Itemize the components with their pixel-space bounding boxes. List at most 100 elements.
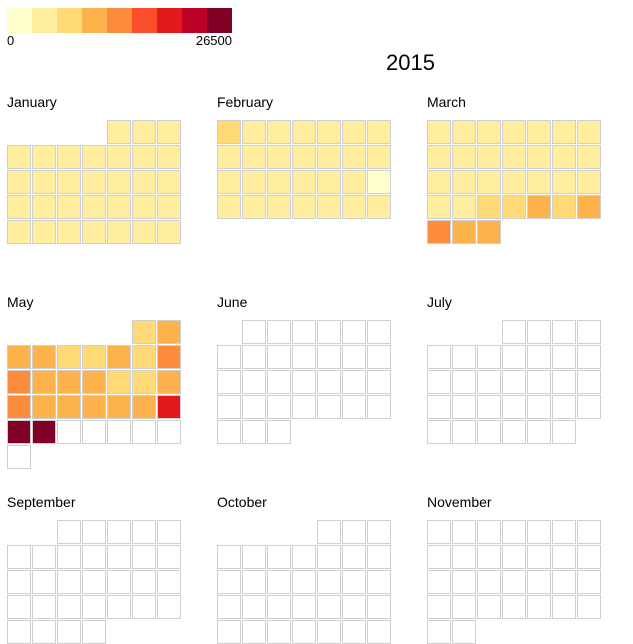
day-cell[interactable]: [552, 420, 576, 444]
day-cell[interactable]: [157, 195, 181, 219]
day-cell[interactable]: [577, 595, 601, 619]
day-cell[interactable]: [552, 395, 576, 419]
day-cell[interactable]: [292, 570, 316, 594]
day-cell[interactable]: [427, 195, 451, 219]
day-cell[interactable]: [502, 420, 526, 444]
day-cell[interactable]: [452, 120, 476, 144]
day-cell[interactable]: [452, 620, 476, 644]
day-cell[interactable]: [292, 620, 316, 644]
day-cell[interactable]: [317, 320, 341, 344]
day-cell[interactable]: [452, 345, 476, 369]
day-cell[interactable]: [502, 170, 526, 194]
day-cell[interactable]: [107, 345, 131, 369]
day-cell[interactable]: [107, 545, 131, 569]
day-cell[interactable]: [292, 320, 316, 344]
day-cell[interactable]: [317, 595, 341, 619]
day-cell[interactable]: [317, 145, 341, 169]
day-cell[interactable]: [157, 170, 181, 194]
day-cell[interactable]: [577, 345, 601, 369]
day-cell[interactable]: [292, 195, 316, 219]
day-cell[interactable]: [217, 195, 241, 219]
day-cell[interactable]: [217, 420, 241, 444]
day-cell[interactable]: [577, 545, 601, 569]
day-cell[interactable]: [267, 145, 291, 169]
day-cell[interactable]: [552, 195, 576, 219]
day-cell[interactable]: [577, 195, 601, 219]
day-cell[interactable]: [342, 320, 366, 344]
day-cell[interactable]: [577, 570, 601, 594]
day-cell[interactable]: [502, 370, 526, 394]
day-cell[interactable]: [242, 545, 266, 569]
day-cell[interactable]: [317, 345, 341, 369]
day-cell[interactable]: [342, 395, 366, 419]
day-cell[interactable]: [57, 520, 81, 544]
day-cell[interactable]: [217, 145, 241, 169]
day-cell[interactable]: [82, 220, 106, 244]
day-cell[interactable]: [107, 595, 131, 619]
day-cell[interactable]: [342, 145, 366, 169]
day-cell[interactable]: [342, 545, 366, 569]
day-cell[interactable]: [317, 620, 341, 644]
day-cell[interactable]: [267, 595, 291, 619]
day-cell[interactable]: [107, 420, 131, 444]
day-cell[interactable]: [502, 570, 526, 594]
day-cell[interactable]: [157, 320, 181, 344]
day-cell[interactable]: [427, 345, 451, 369]
day-cell[interactable]: [7, 195, 31, 219]
day-cell[interactable]: [502, 320, 526, 344]
day-cell[interactable]: [367, 120, 391, 144]
day-cell[interactable]: [57, 145, 81, 169]
day-cell[interactable]: [427, 220, 451, 244]
day-cell[interactable]: [527, 420, 551, 444]
day-cell[interactable]: [292, 120, 316, 144]
day-cell[interactable]: [292, 145, 316, 169]
day-cell[interactable]: [267, 120, 291, 144]
day-cell[interactable]: [82, 420, 106, 444]
day-cell[interactable]: [267, 170, 291, 194]
day-cell[interactable]: [452, 520, 476, 544]
day-cell[interactable]: [132, 395, 156, 419]
day-cell[interactable]: [427, 145, 451, 169]
day-cell[interactable]: [452, 370, 476, 394]
day-cell[interactable]: [367, 195, 391, 219]
day-cell[interactable]: [427, 120, 451, 144]
day-cell[interactable]: [32, 570, 56, 594]
day-cell[interactable]: [132, 345, 156, 369]
day-cell[interactable]: [57, 220, 81, 244]
day-cell[interactable]: [367, 345, 391, 369]
day-cell[interactable]: [527, 120, 551, 144]
day-cell[interactable]: [157, 395, 181, 419]
day-cell[interactable]: [57, 420, 81, 444]
day-cell[interactable]: [577, 370, 601, 394]
day-cell[interactable]: [57, 345, 81, 369]
day-cell[interactable]: [267, 570, 291, 594]
day-cell[interactable]: [267, 420, 291, 444]
day-cell[interactable]: [242, 120, 266, 144]
day-cell[interactable]: [7, 445, 31, 469]
day-cell[interactable]: [267, 395, 291, 419]
day-cell[interactable]: [107, 570, 131, 594]
day-cell[interactable]: [427, 545, 451, 569]
day-cell[interactable]: [132, 520, 156, 544]
day-cell[interactable]: [157, 145, 181, 169]
day-cell[interactable]: [7, 395, 31, 419]
day-cell[interactable]: [317, 170, 341, 194]
day-cell[interactable]: [242, 395, 266, 419]
day-cell[interactable]: [57, 370, 81, 394]
day-cell[interactable]: [292, 170, 316, 194]
day-cell[interactable]: [57, 570, 81, 594]
day-cell[interactable]: [132, 120, 156, 144]
day-cell[interactable]: [7, 570, 31, 594]
day-cell[interactable]: [552, 145, 576, 169]
day-cell[interactable]: [32, 145, 56, 169]
day-cell[interactable]: [292, 345, 316, 369]
day-cell[interactable]: [367, 520, 391, 544]
day-cell[interactable]: [107, 120, 131, 144]
day-cell[interactable]: [292, 370, 316, 394]
day-cell[interactable]: [292, 595, 316, 619]
day-cell[interactable]: [267, 195, 291, 219]
day-cell[interactable]: [502, 120, 526, 144]
day-cell[interactable]: [242, 595, 266, 619]
day-cell[interactable]: [217, 545, 241, 569]
day-cell[interactable]: [477, 595, 501, 619]
